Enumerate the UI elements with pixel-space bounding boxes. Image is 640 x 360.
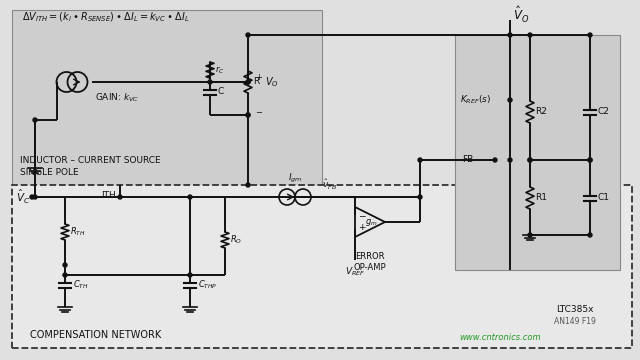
Text: $r_C$: $r_C$ xyxy=(215,64,225,76)
Circle shape xyxy=(246,183,250,187)
Circle shape xyxy=(418,195,422,199)
Text: AN149 F19: AN149 F19 xyxy=(554,318,596,327)
FancyBboxPatch shape xyxy=(455,35,620,270)
Text: $K_{REF}(s)$: $K_{REF}(s)$ xyxy=(460,94,491,106)
Circle shape xyxy=(246,113,250,117)
Circle shape xyxy=(33,195,37,199)
FancyBboxPatch shape xyxy=(12,10,322,185)
Circle shape xyxy=(188,273,192,277)
Circle shape xyxy=(30,195,34,199)
Circle shape xyxy=(33,118,37,122)
Text: R1: R1 xyxy=(535,194,547,202)
Text: $C_{THP}$: $C_{THP}$ xyxy=(198,279,218,291)
Text: FB: FB xyxy=(462,156,473,165)
Circle shape xyxy=(118,195,122,199)
Text: LTC385x: LTC385x xyxy=(556,306,594,315)
Circle shape xyxy=(63,273,67,277)
Text: $\hat{V}_O$: $\hat{V}_O$ xyxy=(513,5,529,25)
Circle shape xyxy=(246,33,250,37)
Text: C1: C1 xyxy=(598,194,610,202)
Circle shape xyxy=(418,158,422,162)
Text: $C_{TH}$: $C_{TH}$ xyxy=(73,279,89,291)
Circle shape xyxy=(588,158,592,162)
Text: ERROR
OP-AMP: ERROR OP-AMP xyxy=(354,252,387,272)
Text: $R_O$: $R_O$ xyxy=(230,234,242,246)
Circle shape xyxy=(528,158,532,162)
Circle shape xyxy=(208,80,212,84)
Circle shape xyxy=(246,80,250,84)
Text: −: − xyxy=(358,211,365,220)
Text: C: C xyxy=(218,87,224,96)
Circle shape xyxy=(588,158,592,162)
Circle shape xyxy=(508,98,512,102)
Circle shape xyxy=(508,33,512,37)
Text: $\hat{v}_{FB}$: $\hat{v}_{FB}$ xyxy=(323,178,337,192)
Circle shape xyxy=(246,113,250,117)
Text: +: + xyxy=(255,73,262,82)
FancyBboxPatch shape xyxy=(12,185,632,348)
Circle shape xyxy=(588,33,592,37)
Text: R: R xyxy=(253,77,259,86)
Text: $\Delta V_{ITH}=(k_i\bullet R_{SENSE})\bullet\Delta I_L = k_{VC}\bullet\Delta I_: $\Delta V_{ITH}=(k_i\bullet R_{SENSE})\b… xyxy=(22,10,189,24)
Circle shape xyxy=(493,158,497,162)
Circle shape xyxy=(63,263,67,267)
Circle shape xyxy=(528,233,532,237)
Text: ITH: ITH xyxy=(100,190,115,199)
Text: $R_{TH}$: $R_{TH}$ xyxy=(70,226,86,238)
Circle shape xyxy=(528,158,532,162)
Text: GAIN: $k_{VC}$: GAIN: $k_{VC}$ xyxy=(95,92,140,104)
Text: $I_{gm}$: $I_{gm}$ xyxy=(288,172,302,185)
Text: C2: C2 xyxy=(598,108,610,117)
Text: COMPENSATION NETWORK: COMPENSATION NETWORK xyxy=(30,330,161,340)
Circle shape xyxy=(588,233,592,237)
Text: www.cntronics.com: www.cntronics.com xyxy=(459,333,541,342)
Circle shape xyxy=(508,158,512,162)
Circle shape xyxy=(246,80,250,84)
Circle shape xyxy=(188,195,192,199)
Text: −: − xyxy=(255,108,262,117)
Text: R2: R2 xyxy=(535,108,547,117)
Circle shape xyxy=(528,33,532,37)
Text: $g_m$: $g_m$ xyxy=(365,216,378,228)
Text: $\hat{V}_C$: $\hat{V}_C$ xyxy=(16,188,30,206)
Text: $V_O$: $V_O$ xyxy=(265,75,278,89)
Text: INDUCTOR – CURRENT SOURCE
SINGLE POLE: INDUCTOR – CURRENT SOURCE SINGLE POLE xyxy=(20,156,161,177)
Text: $V_{REF}$: $V_{REF}$ xyxy=(345,266,365,279)
Text: +: + xyxy=(358,224,365,233)
